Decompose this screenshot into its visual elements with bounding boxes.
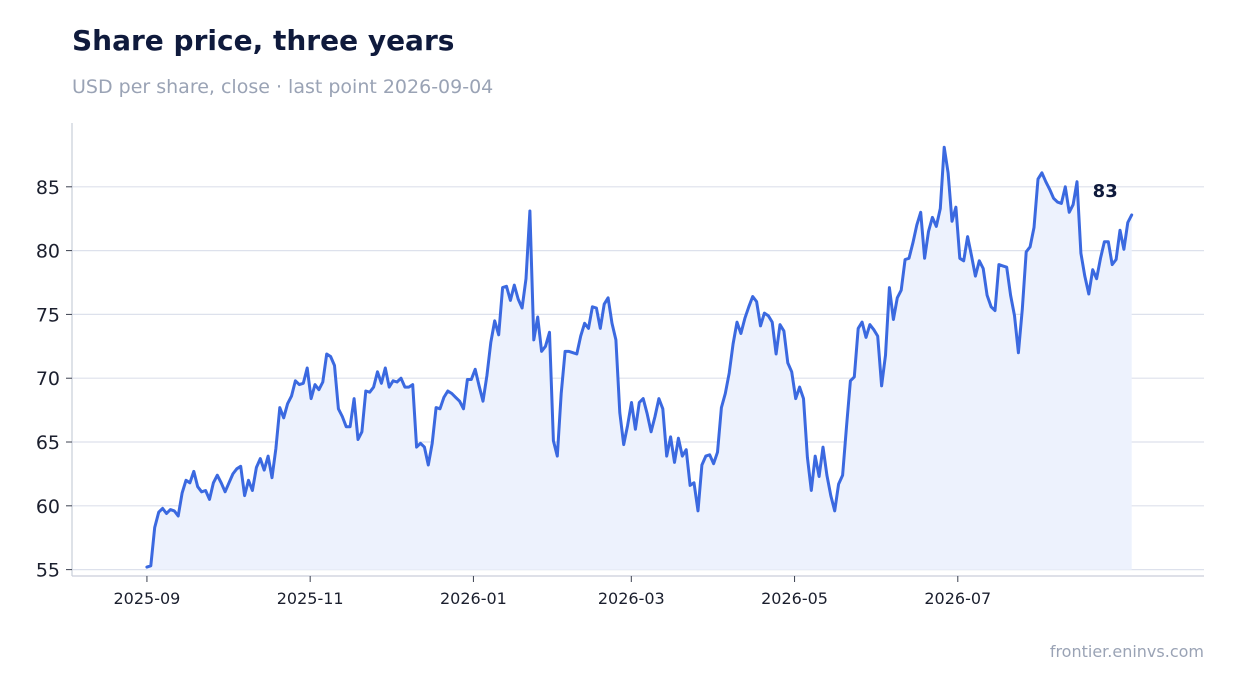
y-tick-label: 75 [36,304,60,326]
axes [71,123,1204,577]
area-layer [145,145,1134,570]
source-credit: frontier.eninvs.com [1049,642,1204,661]
y-tick-label: 55 [36,560,60,582]
x-tick-labels: 2025-09 2025-11 2026-01 2026-03 2026-05 2026-… [114,576,991,608]
y-tick-label: 70 [36,368,60,390]
y-tick-label: 65 [36,432,60,454]
chart-title: Share price, three years [72,24,455,57]
x-tick-label: 2026-01 [440,589,507,608]
chart-subtitle: USD per share, close · last point 2026-0… [72,76,494,98]
price-area-fill [146,147,1132,570]
y-tick-label: 80 [36,241,60,263]
x-tick-label: 2026-03 [598,589,665,608]
annotations: 83 [1093,181,1118,202]
last-value-label: 83 [1093,181,1118,202]
price-line [145,145,1134,569]
x-tick-label: 2026-05 [761,589,828,608]
y-tick-labels: 55 60 65 70 75 80 85 [36,177,72,582]
x-tick-label: 2025-09 [114,589,181,608]
y-tick-label: 85 [36,177,60,199]
x-tick-label: 2026-07 [924,589,991,608]
x-tick-label: 2025-11 [277,589,344,608]
y-tick-label: 60 [36,496,60,518]
